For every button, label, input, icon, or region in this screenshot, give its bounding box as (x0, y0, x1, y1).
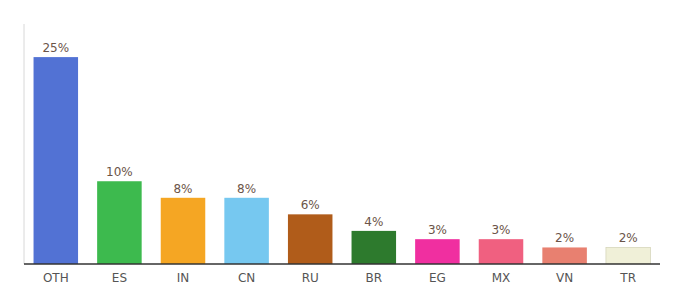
chart-svg: 25% OTH 10% ES 8% IN 8% CN 6% RU 4% BR 3% EG 3% MX 2% VN 2… (0, 0, 680, 300)
y-axis-line (24, 24, 25, 264)
data-label: 2% (555, 231, 574, 245)
bar (606, 247, 651, 264)
x-tick-label: IN (177, 271, 190, 285)
bar (224, 198, 269, 264)
x-tick-label: VN (556, 271, 573, 285)
labels: 25% OTH 10% ES 8% IN 8% CN 6% RU 4% BR 3% EG 3% MX 2% VN 2… (42, 41, 637, 285)
data-label: 6% (301, 198, 320, 212)
data-label: 2% (619, 231, 638, 245)
x-tick-label: OTH (43, 271, 69, 285)
x-tick-label: BR (366, 271, 383, 285)
bar (97, 181, 142, 264)
x-tick-label: RU (302, 271, 319, 285)
x-tick-label: ES (112, 271, 127, 285)
data-label: 3% (491, 223, 510, 237)
bars (34, 57, 651, 264)
bar (415, 239, 460, 264)
data-label: 25% (42, 41, 69, 55)
x-tick-label: MX (492, 271, 511, 285)
chart-container: 25% OTH 10% ES 8% IN 8% CN 6% RU 4% BR 3% EG 3% MX 2% VN 2… (0, 0, 680, 300)
x-tick-label: CN (238, 271, 255, 285)
x-tick-label: TR (619, 271, 636, 285)
data-label: 10% (106, 165, 133, 179)
bar (288, 214, 333, 264)
data-label: 8% (237, 182, 256, 196)
x-axis-line (24, 263, 660, 265)
data-label: 4% (364, 215, 383, 229)
bar (161, 198, 206, 264)
data-label: 3% (428, 223, 447, 237)
data-label: 8% (173, 182, 192, 196)
x-tick-label: EG (429, 271, 446, 285)
bar (479, 239, 524, 264)
bar (352, 231, 397, 264)
bar (542, 247, 587, 264)
bar (34, 57, 79, 264)
